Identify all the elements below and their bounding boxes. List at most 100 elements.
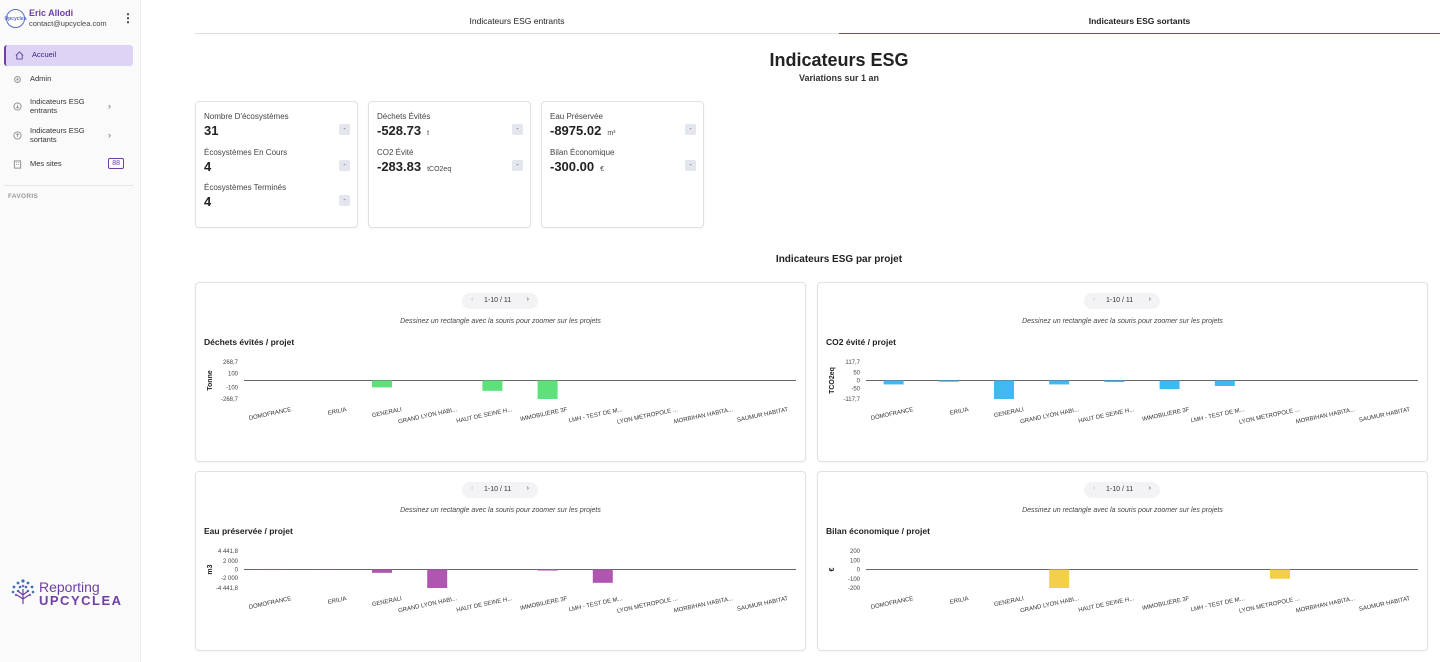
sidebar-item-label: Indicateurs ESG sortants	[30, 126, 85, 144]
bar-chart-co2[interactable]: TCO2eq 117,7 50 0-50 -117,7 DOMOFRANCE ERILIA G…	[818, 351, 1429, 463]
page-title: Indicateurs ESG	[769, 50, 909, 70]
circle-icon	[12, 131, 22, 141]
building-icon	[12, 160, 22, 170]
chart-card-eau: ‹ 1-10 / 11 › Dessinez un rectangle avec…	[195, 471, 806, 651]
tab-bar: Indicateurs ESG entrants Indicateurs ESG…	[195, 10, 1440, 34]
chevron-right-icon: ›	[108, 101, 111, 111]
bar-chart-dechets[interactable]: Tonne 268,7 100 -100 -268,7 DOMOFRANCE ERILIA G…	[196, 351, 807, 463]
kpi-variation-badge: -	[339, 195, 350, 206]
x-tick-label: GRAND LYON HABI...	[398, 407, 458, 425]
chevron-right-icon[interactable]: ›	[1148, 296, 1151, 303]
chevron-right-icon[interactable]: ›	[1148, 485, 1151, 492]
sidebar-item-indicateurs-entrants[interactable]: Indicateurs ESG entrants ›	[4, 96, 133, 117]
x-tick-label: SAUMUR HABITAT	[1359, 407, 1412, 424]
kpi-card-dechets-co2: Déchets Évités -528.73 t - CO2 Évité -283…	[368, 101, 531, 228]
chevron-left-icon[interactable]: ‹	[471, 485, 474, 492]
kpi-label: Déchets Évités	[377, 112, 431, 121]
kpi-dechets-evites: Déchets Évités -528.73 t -	[377, 112, 523, 142]
kpi-number: -8975.02	[550, 123, 602, 138]
kpi-number: 31	[204, 123, 219, 138]
sidebar-item-label: Admin	[30, 74, 52, 84]
x-tick-label: LMH - TEST DE M...	[1190, 596, 1245, 613]
chevron-left-icon[interactable]: ‹	[471, 296, 474, 303]
kpi-label: Bilan Économique	[550, 148, 615, 157]
y-tick-label: -117,7	[843, 397, 860, 403]
kpi-number: -300.00	[550, 159, 595, 174]
sidebar-item-accueil[interactable]: Accueil	[4, 45, 133, 66]
x-tick-label: SAUMUR HABITAT	[737, 407, 790, 424]
chevron-left-icon[interactable]: ‹	[1093, 296, 1096, 303]
x-tick-label: IMMOBILIÈRE 3F	[1142, 595, 1191, 612]
bar	[372, 380, 392, 388]
bar-chart-bilan[interactable]: €200 100 0 -100 -200 DOMOFRANCE ERILIA GENERALI…	[818, 540, 1429, 652]
kpi-unit: m³	[607, 130, 616, 137]
pagination: ‹ 1-10 / 11 ›	[1084, 293, 1160, 309]
chevron-left-icon[interactable]: ‹	[1093, 485, 1096, 492]
x-tick-label: MORBIHAN HABITA...	[1295, 407, 1355, 425]
y-tick-label: -100	[848, 577, 861, 583]
pagination: ‹ 1-10 / 11 ›	[1084, 482, 1160, 498]
x-tick-label: DOMOFRANCE	[870, 596, 914, 611]
chart-card-bilan: ‹ 1-10 / 11 › Dessinez un rectangle avec…	[817, 471, 1428, 651]
x-tick-label: HAUT DE SEINE H...	[1078, 596, 1135, 614]
y-tick-label: 50	[853, 371, 860, 377]
more-options-icon[interactable]: ⋮	[122, 11, 134, 25]
kpi-label: Écosystèmes En Cours	[204, 148, 288, 157]
chevron-right-icon[interactable]: ›	[526, 485, 529, 492]
kpi-unit: t	[427, 130, 430, 137]
chevron-right-icon: ›	[108, 130, 111, 140]
x-tick-label: HAUT DE SEINE H...	[456, 407, 513, 425]
sidebar-item-indicateurs-sortants[interactable]: Indicateurs ESG sortants ›	[4, 125, 133, 146]
home-icon	[14, 51, 24, 61]
user-name: Eric Allodi	[29, 8, 74, 18]
x-tick-label: ERILIA	[949, 596, 969, 606]
chart-title: Déchets évités / projet	[204, 337, 295, 347]
x-tick-label: LYON METROPOLE ...	[1239, 407, 1301, 426]
logo-line-1: Reporting	[39, 579, 100, 595]
bar	[537, 569, 558, 571]
kpi-label: Nombre D'écosystèmes	[204, 112, 289, 121]
zoom-hint: Dessinez un rectangle avec la souris pou…	[1022, 507, 1223, 514]
sidebar-item-label: Indicateurs ESG entrants	[30, 97, 85, 115]
tab-indicateurs-sortants[interactable]: Indicateurs ESG sortants	[839, 10, 1440, 34]
chevron-right-icon[interactable]: ›	[526, 296, 529, 303]
zoom-hint: Dessinez un rectangle avec la souris pou…	[1022, 318, 1223, 325]
kpi-variation-badge: -	[339, 160, 350, 171]
kpi-value: -300.00 €	[550, 159, 604, 174]
pagination-label: 1-10 / 11	[484, 486, 512, 493]
kpi-variation-badge: -	[512, 160, 523, 171]
kpi-variation-badge: -	[685, 160, 696, 171]
kpi-variation-badge: -	[339, 124, 350, 135]
x-tick-label: GENERALI	[371, 596, 402, 608]
tab-indicateurs-entrants[interactable]: Indicateurs ESG entrants	[195, 10, 839, 34]
y-tick-label: 268,7	[223, 360, 239, 366]
y-tick-label: -4 441,8	[216, 586, 239, 592]
pagination: ‹ 1-10 / 11 ›	[462, 482, 538, 498]
bar	[1214, 380, 1235, 387]
x-tick-label: GRAND LYON HABI...	[1020, 407, 1080, 425]
kpi-variation-badge: -	[685, 124, 696, 135]
bar	[1049, 380, 1070, 385]
divider	[4, 185, 133, 186]
bar	[427, 569, 448, 588]
sidebar-item-mes-sites[interactable]: Mes sites 88	[4, 154, 133, 175]
kpi-value: 31	[204, 123, 218, 138]
page-subtitle: Variations sur 1 an	[798, 73, 880, 83]
chart-title: Bilan économique / projet	[826, 526, 930, 536]
user-profile[interactable]: Upcyclea Eric Allodi contact@upcyclea.co…	[5, 8, 134, 30]
bar	[482, 380, 503, 391]
sidebar-item-admin[interactable]: Admin	[4, 69, 133, 90]
x-tick-label: MORBIHAN HABITA...	[673, 407, 733, 425]
bar-chart-eau[interactable]: m3 4 441,8 2 000 0 -2 000 -4 441,8 DOMOFRANCE E…	[196, 540, 807, 652]
kpi-co2-evite: CO2 Évité -283.83 tCO2eq -	[377, 148, 523, 178]
y-tick-label: 100	[228, 372, 239, 378]
user-email: contact@upcyclea.com	[29, 19, 107, 28]
bar	[1049, 569, 1070, 588]
x-tick-label: GENERALI	[993, 596, 1024, 608]
favoris-heading: FAVORIS	[8, 193, 39, 200]
y-tick-label: 0	[857, 379, 861, 385]
logo-line-2: UPCYCLEA	[39, 593, 123, 608]
y-tick-label: 4 441,8	[218, 549, 239, 555]
y-tick-label: -100	[226, 385, 239, 391]
kpi-label: Eau Préservée	[550, 112, 603, 121]
